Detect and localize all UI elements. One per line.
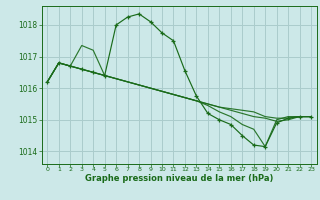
X-axis label: Graphe pression niveau de la mer (hPa): Graphe pression niveau de la mer (hPa) [85,174,273,183]
